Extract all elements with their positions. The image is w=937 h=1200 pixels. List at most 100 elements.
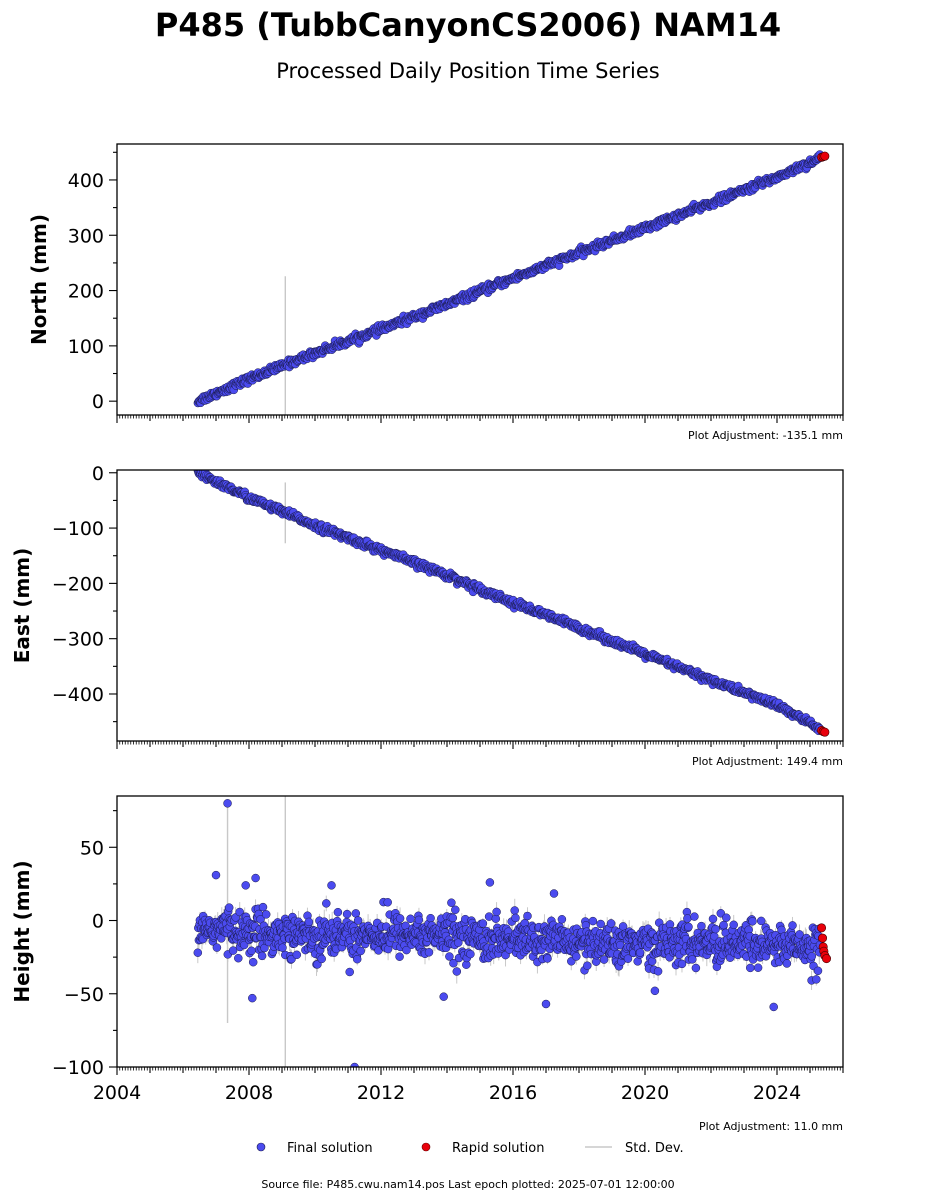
y-tick-label: 400 <box>68 170 104 192</box>
y-tick-label: −300 <box>52 629 104 651</box>
height-panel: 2004 2008 2012 2016 2020 2024500−50−100Height… <box>10 795 844 1133</box>
final-solution-point <box>352 954 362 964</box>
final-solution-point <box>451 905 460 915</box>
y-tick-label: −200 <box>52 573 104 595</box>
y-tick-label: 200 <box>68 281 104 303</box>
final-solution-point <box>333 907 343 917</box>
north-panel: 0 100 200 300 400 North (mm) Plot Adjustment: … <box>27 143 844 442</box>
final-solution-point <box>224 903 234 912</box>
north-plot-adjustment: Plot Adjustment: -135.1 mm <box>688 429 843 442</box>
north-x-ticks <box>116 415 844 423</box>
north-plot-area <box>193 150 830 415</box>
final-solution-point <box>356 946 365 956</box>
final-solution-point <box>708 914 718 924</box>
final-solution-point <box>543 954 552 963</box>
rapid-solution-point <box>820 727 830 737</box>
final-solution-point <box>322 899 331 908</box>
final-solution-point <box>511 913 520 923</box>
final-solution-point <box>492 907 501 917</box>
final-solution-point <box>414 915 424 925</box>
height-final-points <box>193 799 825 1067</box>
final-solution-point <box>691 963 701 973</box>
final-solution-point <box>452 967 462 976</box>
final-solution-point <box>478 919 488 928</box>
final-solution-point <box>677 959 687 969</box>
final-solution-point <box>445 952 454 961</box>
final-solution-point <box>261 910 271 919</box>
final-solution-point <box>466 949 475 959</box>
final-solution-point <box>697 921 706 931</box>
y-tick-label: 100 <box>68 336 104 358</box>
height-plot-area <box>193 796 831 1067</box>
final-solution-point <box>424 948 434 957</box>
final-solution-point <box>257 951 267 961</box>
final-solution-point <box>342 909 352 919</box>
final-solution-point <box>258 902 268 912</box>
final-solution-point <box>635 948 645 957</box>
final-solution-point <box>383 898 392 907</box>
y-tick-label: 0 <box>92 391 104 413</box>
east-y-axis-label: East (mm) <box>10 548 34 664</box>
final-solution-point <box>572 952 581 961</box>
north-axes-frame <box>116 143 844 416</box>
east-rapid-points <box>817 725 830 737</box>
rapid-solution-point <box>820 151 830 161</box>
figure-title: P485 (TubbCanyonCS2006) NAM14 <box>155 6 781 44</box>
north-rapid-points <box>817 151 830 162</box>
east-axes-frame <box>116 469 844 742</box>
final-solution-point <box>653 967 663 976</box>
final-solution-point <box>447 898 456 907</box>
final-solution-point <box>454 938 463 947</box>
final-solution-point <box>711 924 720 934</box>
final-solution-point <box>248 957 258 967</box>
y-tick-label: 0 <box>92 463 104 485</box>
east-plot-area <box>193 470 830 737</box>
final-solution-point <box>683 914 692 923</box>
final-solution-point <box>228 946 238 955</box>
final-solution-point <box>426 913 435 923</box>
y-tick-label: −400 <box>52 684 104 706</box>
final-solution-point <box>395 952 404 961</box>
final-solution-point <box>690 912 699 921</box>
final-solution-point <box>292 950 302 960</box>
east-panel: 0 −100 −200 −300 −400 East (mm) Plot Adjustmen… <box>10 463 844 768</box>
final-solution-point <box>406 914 415 924</box>
final-solution-point <box>193 948 203 957</box>
final-solution-point <box>719 920 728 930</box>
final-solution-point <box>523 911 532 921</box>
east-x-ticks <box>116 741 844 749</box>
final-solution-point <box>448 913 458 923</box>
east-plot-adjustment: Plot Adjustment: 149.4 mm <box>692 755 843 768</box>
final-solution-point <box>212 943 222 952</box>
east-final-points <box>193 470 825 736</box>
north-y-axis-label: North (mm) <box>27 214 51 345</box>
final-solution-point <box>606 919 616 928</box>
final-solution-point <box>234 953 243 963</box>
final-solution-point <box>596 919 605 929</box>
final-solution-point <box>395 914 405 923</box>
y-tick-label: −100 <box>52 518 104 540</box>
final-solution-point <box>449 958 458 968</box>
east-y-ticks: 0 −100 −200 −300 −400 <box>52 463 117 723</box>
final-solution-point <box>345 967 354 977</box>
final-solution-point <box>304 917 314 927</box>
final-solution-point <box>647 957 657 966</box>
final-solution-point <box>722 913 731 922</box>
final-solution-point <box>688 955 697 964</box>
final-solution-point <box>351 909 361 918</box>
final-solution-point <box>402 945 411 955</box>
final-solution-point <box>684 922 693 932</box>
final-solution-point <box>317 954 326 964</box>
final-solution-point <box>353 916 363 925</box>
figure-subtitle: Processed Daily Position Time Series <box>276 59 660 83</box>
final-solution-point <box>583 961 592 970</box>
final-solution-point <box>557 915 567 924</box>
final-solution-point <box>247 946 256 956</box>
y-tick-label: 300 <box>68 225 104 247</box>
final-solution-point <box>588 916 598 926</box>
final-solution-point <box>729 920 738 930</box>
final-solution-point <box>510 906 519 915</box>
final-solution-point <box>549 889 559 898</box>
final-solution-point <box>278 943 287 952</box>
